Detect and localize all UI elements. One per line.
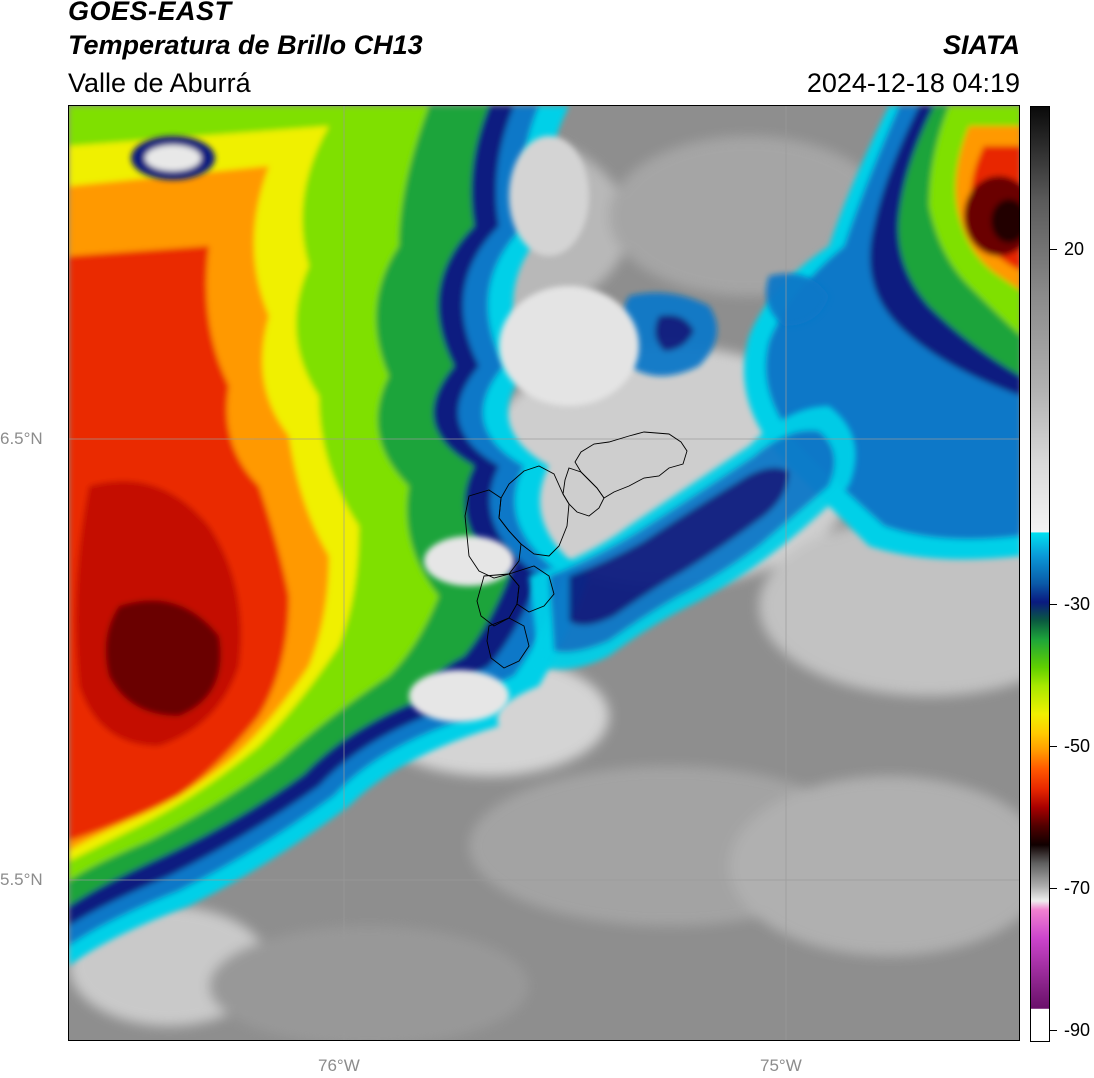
brightness-temperature-field — [69, 106, 1019, 1040]
lat-label: 5.5°N — [0, 870, 43, 889]
agency-label: SIATA — [943, 30, 1020, 60]
colorbar-label: -30 — [1064, 594, 1091, 614]
colorbar-tick — [1050, 888, 1057, 889]
satellite-map[interactable] — [68, 105, 1020, 1041]
colorbar-tick — [1050, 249, 1057, 250]
colorbar-label: -90 — [1064, 1020, 1091, 1040]
colorbar-tick — [1050, 746, 1057, 747]
satellite-title: GOES-EAST — [68, 0, 232, 26]
colorbar-tick — [1050, 1030, 1057, 1031]
colorbar-label: -70 — [1064, 878, 1091, 898]
colorbar-tick — [1050, 604, 1057, 605]
lon-label: 76°W — [318, 1056, 360, 1075]
municipal-boundaries — [464, 431, 688, 669]
colorbar-label: 20 — [1064, 239, 1085, 259]
product-title: Temperatura de Brillo CH13 — [68, 30, 423, 60]
colorbar-label: -50 — [1064, 736, 1091, 756]
lon-label: 75°W — [760, 1056, 802, 1075]
lat-label: 6.5°N — [0, 429, 43, 448]
region-subtitle: Valle de Aburrá — [68, 68, 251, 98]
colorbar — [1030, 106, 1050, 1042]
datetime-label: 2024-12-18 04:19 — [806, 68, 1020, 98]
